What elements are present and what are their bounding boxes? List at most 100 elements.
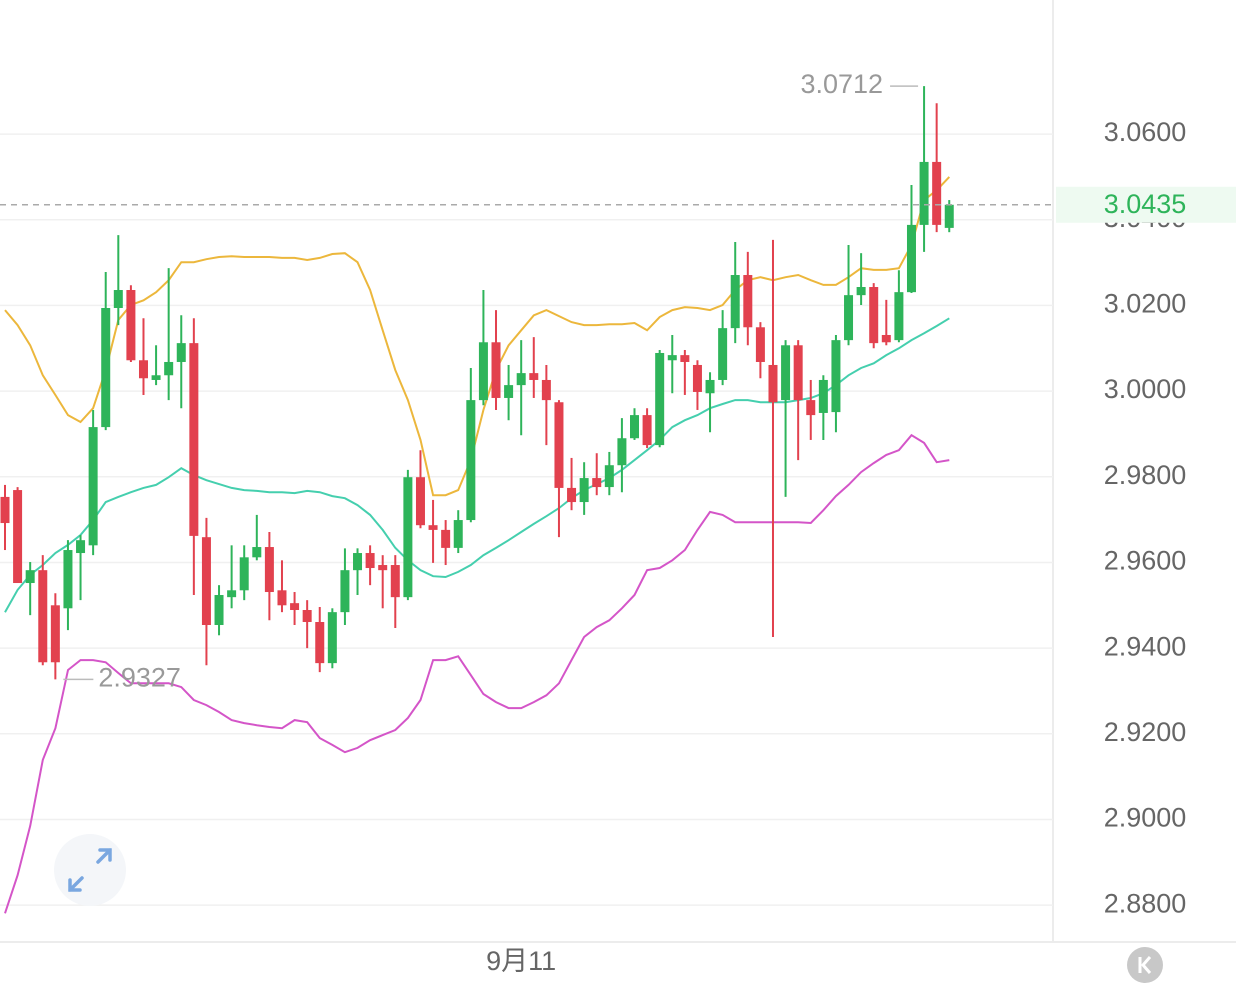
candle-body — [415, 477, 425, 526]
candle-body — [806, 400, 816, 416]
candle-body — [718, 328, 728, 380]
labels: 2.8800 2.9000 2.9200 2.9400 2.9600 2.9800 3.00… — [0, 69, 1236, 976]
candle-body — [567, 487, 577, 503]
candle-body — [277, 590, 287, 606]
last-price-box — [1056, 186, 1236, 223]
y-tick-label: 3.0200 — [1104, 289, 1187, 319]
x-tick-label: 9月11 — [486, 946, 556, 976]
candle-body — [692, 364, 702, 392]
candle-body — [378, 565, 388, 571]
scroll-end-button[interactable] — [1127, 947, 1163, 983]
candle-body — [126, 290, 136, 361]
candle-body — [617, 438, 627, 466]
candle-body — [428, 525, 438, 530]
candle-body — [38, 570, 48, 663]
candle-body — [264, 547, 274, 593]
candle-body — [302, 610, 312, 623]
candle-body — [705, 379, 715, 394]
candle-body — [630, 415, 639, 439]
candle-body — [844, 295, 854, 341]
candle-body — [101, 308, 111, 428]
candle-body — [151, 375, 161, 380]
y-tick-label: 3.0600 — [1104, 117, 1187, 147]
candle-body — [176, 343, 186, 362]
candle-body — [579, 478, 589, 503]
candle-body — [944, 204, 954, 228]
candle-body — [680, 355, 690, 362]
band-line — [4, 317, 950, 613]
candle-body — [164, 361, 174, 376]
candle-body — [818, 379, 828, 413]
max-annotation: 3.0712 — [800, 69, 883, 99]
candle-body — [793, 345, 803, 401]
y-tick-label: 2.9400 — [1104, 631, 1187, 661]
band-line — [4, 176, 951, 497]
candle-body — [466, 400, 476, 521]
candle-body — [592, 478, 602, 488]
candle-body — [919, 161, 929, 225]
grid — [0, 133, 1053, 906]
bands — [4, 176, 951, 914]
candles — [0, 86, 954, 680]
candle-body — [604, 465, 614, 488]
candle-body — [642, 415, 652, 446]
candle-body — [491, 342, 501, 398]
candle-body — [403, 477, 413, 598]
candle-body — [252, 547, 262, 558]
candle-body — [290, 603, 300, 611]
candle-body — [781, 345, 791, 401]
candle-body — [516, 373, 526, 386]
candle-body — [0, 496, 10, 524]
candle-body — [906, 224, 916, 293]
candle-body — [138, 360, 148, 379]
candle-body — [201, 537, 211, 626]
candle-body — [214, 595, 224, 626]
candle-body — [13, 490, 23, 584]
candle-body — [239, 557, 249, 591]
y-tick-label: 2.9800 — [1104, 460, 1187, 490]
expand-button[interactable] — [54, 834, 126, 906]
candle-body — [441, 529, 451, 548]
candle-body — [831, 340, 841, 413]
candle-body — [88, 427, 98, 546]
candle-body — [478, 342, 488, 401]
candle-body — [504, 385, 514, 398]
candle-body — [25, 570, 35, 584]
candle-body — [730, 275, 740, 329]
min-annotation: 2.9327 — [98, 663, 181, 693]
candle-body — [869, 287, 879, 344]
candle-body — [541, 379, 551, 401]
candle-body — [529, 373, 539, 380]
candle-body — [856, 287, 866, 296]
candle-body — [743, 275, 753, 328]
y-tick-label: 2.8800 — [1104, 888, 1187, 918]
candle-body — [755, 327, 765, 362]
candle-body — [881, 334, 891, 343]
candle-body — [340, 570, 350, 613]
candle-body — [189, 343, 199, 536]
last-price-label: 3.0435 — [1104, 189, 1187, 219]
y-tick-label: 3.0000 — [1104, 374, 1187, 404]
candle-body — [63, 550, 73, 609]
candle-body — [113, 290, 123, 309]
candle-body — [227, 590, 237, 598]
y-tick-label: 2.9000 — [1104, 803, 1187, 833]
candle-body — [453, 520, 463, 548]
candle-body — [390, 565, 400, 598]
y-tick-label: 2.9600 — [1104, 546, 1187, 576]
band-line — [4, 433, 950, 914]
y-tick-label: 2.9200 — [1104, 717, 1187, 747]
candle-body — [894, 292, 904, 341]
candle-body — [932, 161, 942, 225]
candle-body — [327, 612, 337, 664]
candle-body — [655, 352, 665, 446]
candle-body — [365, 553, 375, 569]
candle-body — [353, 553, 363, 571]
candle-body — [50, 605, 60, 663]
candle-body — [315, 622, 325, 664]
candle-body — [554, 402, 564, 488]
candle-body — [76, 540, 86, 554]
candle-body — [768, 364, 778, 403]
candle-body — [667, 355, 677, 361]
